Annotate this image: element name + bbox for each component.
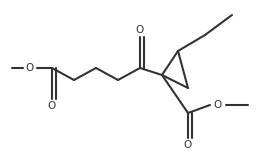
Text: O: O — [184, 140, 192, 150]
Text: O: O — [26, 63, 34, 73]
Text: O: O — [48, 101, 56, 111]
Text: O: O — [214, 100, 222, 110]
Text: O: O — [136, 25, 144, 35]
